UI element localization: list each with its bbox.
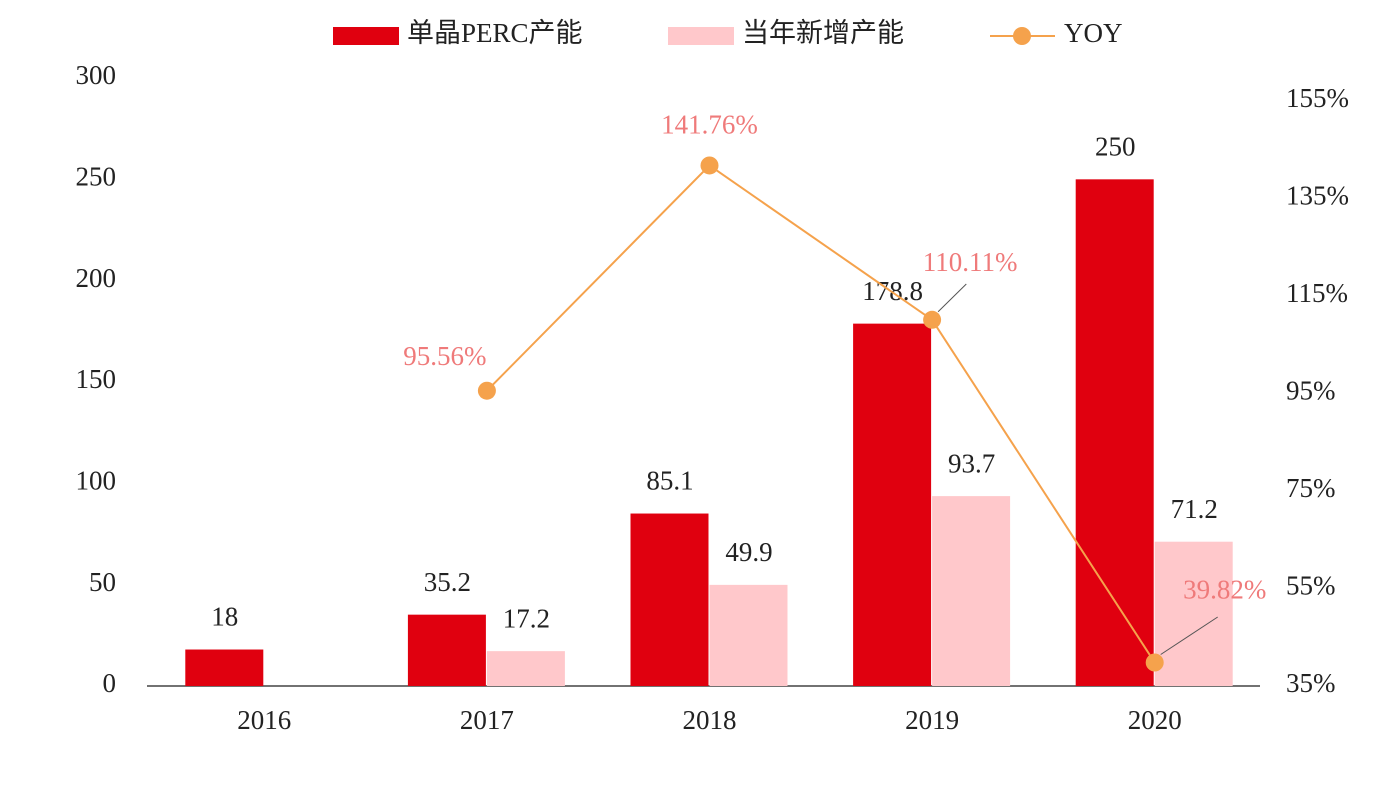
y2-tick-label: 95% — [1286, 376, 1336, 406]
x-tick-label: 2018 — [683, 705, 737, 735]
bar-value-label: 178.8 — [862, 276, 923, 306]
bar — [630, 513, 709, 686]
bar-value-label: 71.2 — [1171, 494, 1218, 524]
y2-tick-label: 75% — [1286, 473, 1336, 503]
bar — [486, 651, 565, 686]
x-tick-label: 2019 — [905, 705, 959, 735]
bar — [407, 614, 486, 686]
legend-swatch — [668, 27, 734, 45]
y2-tick-label: 55% — [1286, 571, 1336, 601]
line-point — [700, 156, 719, 175]
y2-tick-label: 115% — [1286, 278, 1348, 308]
bar-value-label: 35.2 — [424, 567, 471, 597]
legend-label: YOY — [1064, 18, 1123, 48]
legend-marker — [1013, 27, 1031, 45]
bar-value-label: 93.7 — [948, 448, 995, 478]
x-tick-label: 2020 — [1128, 705, 1182, 735]
x-tick-label: 2016 — [237, 705, 291, 735]
y2-tick-label: 35% — [1286, 668, 1336, 698]
y-tick-label: 150 — [76, 364, 117, 394]
y-tick-label: 50 — [89, 567, 116, 597]
y-tick-label: 100 — [76, 466, 117, 496]
y-tick-label: 300 — [76, 60, 117, 90]
leader-line — [1160, 616, 1218, 655]
legend-swatch — [333, 27, 399, 45]
line-point — [923, 310, 942, 329]
legend-label: 单晶PERC产能 — [407, 18, 583, 48]
bar-value-label: 250 — [1095, 132, 1136, 162]
bar — [1075, 179, 1154, 687]
line-point — [1145, 653, 1164, 672]
yoy-value-label: 141.76% — [661, 110, 758, 140]
y2-tick-label: 155% — [1286, 83, 1349, 113]
bar — [185, 649, 264, 686]
bar-value-label: 49.9 — [725, 537, 772, 567]
bar-value-label: 85.1 — [646, 466, 693, 496]
y-tick-label: 0 — [103, 668, 117, 698]
yoy-value-label: 110.11% — [923, 247, 1018, 277]
y-tick-label: 200 — [76, 263, 117, 293]
legend-label: 当年新增产能 — [742, 18, 904, 48]
bar — [1154, 541, 1233, 686]
leader-line — [937, 283, 967, 313]
yoy-value-label: 39.82% — [1183, 575, 1266, 605]
bar — [853, 323, 932, 686]
line — [486, 164, 1156, 664]
line-point — [477, 381, 496, 400]
x-tick-label: 2017 — [460, 705, 514, 735]
y2-tick-label: 135% — [1286, 181, 1349, 211]
bar — [709, 584, 788, 686]
bar — [932, 496, 1011, 686]
y-tick-label: 250 — [76, 162, 117, 192]
yoy-value-label: 95.56% — [403, 341, 486, 371]
bar-value-label: 17.2 — [503, 603, 550, 633]
bar-value-label: 18 — [211, 602, 238, 632]
